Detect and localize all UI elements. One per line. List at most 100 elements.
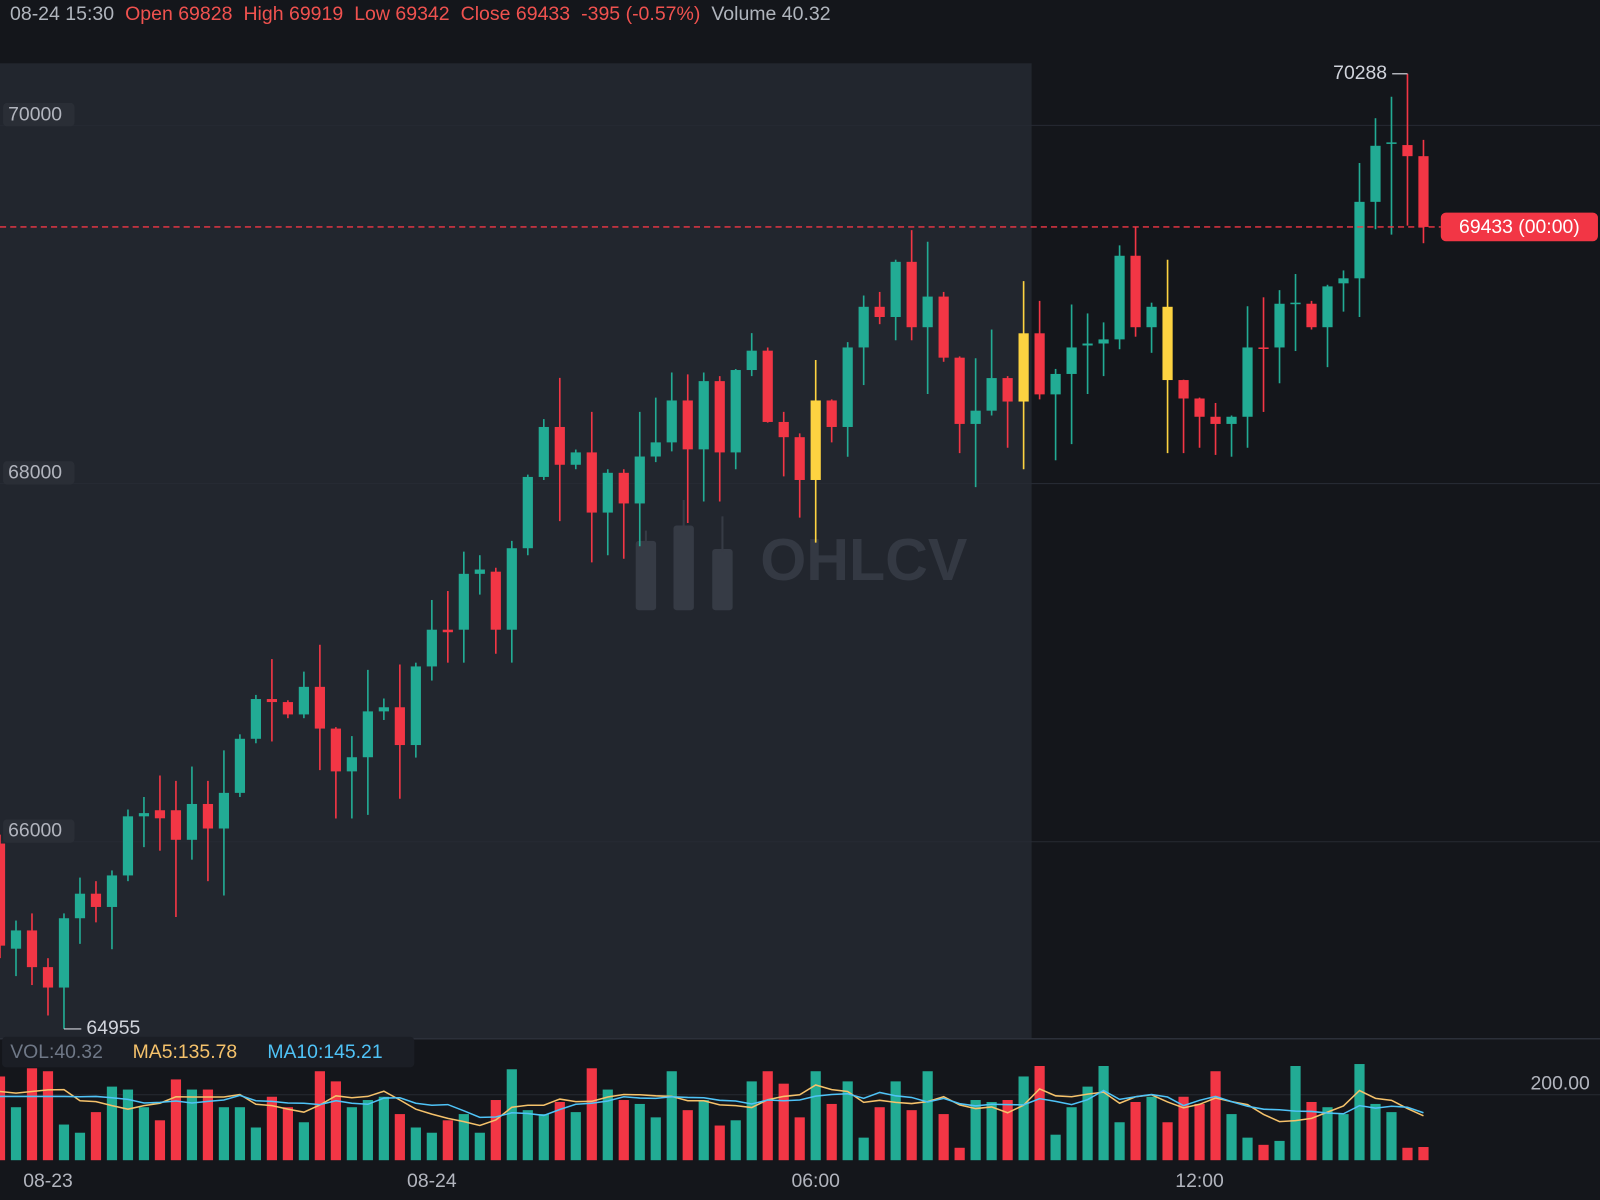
candle-body bbox=[682, 400, 693, 450]
x-tick-label: 08-23 bbox=[23, 1170, 73, 1192]
candle-body bbox=[1226, 416, 1237, 424]
candle-body bbox=[474, 569, 485, 574]
candle-body bbox=[778, 421, 789, 438]
volume-bar bbox=[378, 1096, 389, 1161]
volume-bar bbox=[0, 1076, 6, 1161]
volume-bar bbox=[170, 1079, 182, 1161]
candle-body bbox=[986, 378, 997, 411]
volume-bar bbox=[554, 1101, 565, 1161]
candle-body bbox=[106, 875, 118, 907]
volume-bar bbox=[1306, 1101, 1317, 1161]
candle-body bbox=[1034, 333, 1045, 395]
candle-body bbox=[282, 702, 293, 715]
volume-bar bbox=[266, 1096, 278, 1161]
volume-bar bbox=[714, 1125, 725, 1161]
x-tick-label: 12:00 bbox=[1175, 1170, 1224, 1192]
candle-body bbox=[0, 843, 6, 946]
volume-bar bbox=[1418, 1147, 1429, 1161]
volume-bar bbox=[58, 1124, 70, 1161]
volume-bar bbox=[202, 1089, 214, 1161]
candle-body bbox=[1114, 255, 1125, 340]
volume-bar bbox=[1402, 1147, 1413, 1161]
volume-bar bbox=[1274, 1140, 1285, 1161]
volume-bar bbox=[250, 1127, 262, 1161]
volume-bar bbox=[1242, 1137, 1253, 1161]
volume-bar bbox=[826, 1103, 837, 1161]
x-tick-label: 08-24 bbox=[407, 1170, 457, 1192]
candle-body bbox=[90, 893, 102, 907]
ma-line bbox=[0, 1089, 1424, 1119]
y-tick-label-bg bbox=[3, 102, 75, 127]
candle-body bbox=[890, 261, 901, 318]
candle-body bbox=[186, 803, 198, 840]
volume-bar bbox=[922, 1071, 933, 1161]
volume-bar bbox=[858, 1137, 869, 1161]
candle-body bbox=[234, 738, 246, 793]
candle-body bbox=[1194, 398, 1205, 417]
candle-body bbox=[1130, 255, 1141, 328]
candle-body bbox=[1178, 380, 1189, 399]
candle-body bbox=[602, 472, 613, 513]
header-time: 08-24 15:30 bbox=[10, 3, 115, 25]
candle-body bbox=[906, 261, 917, 328]
volume-bar bbox=[970, 1100, 981, 1161]
y-tick-label-bg bbox=[3, 461, 75, 485]
volume-bar bbox=[90, 1112, 102, 1161]
ohlc-header: 08-24 15:30 Open 69828 High 69919 Low 69342… bbox=[10, 2, 842, 26]
candle-body bbox=[1146, 306, 1157, 328]
candle-body bbox=[826, 400, 837, 427]
candle-body bbox=[1274, 303, 1285, 348]
x-tick-label: 06:00 bbox=[791, 1170, 840, 1192]
candle-body bbox=[378, 707, 389, 712]
header-item: High 69919 bbox=[243, 3, 344, 25]
candle-body bbox=[538, 426, 549, 477]
candle-body bbox=[1050, 373, 1061, 395]
candle-body bbox=[570, 452, 581, 465]
ma-line bbox=[0, 1084, 1424, 1127]
candle-body bbox=[250, 699, 262, 739]
volume-bar bbox=[650, 1117, 661, 1161]
candle-body bbox=[1386, 142, 1397, 144]
candle-body bbox=[1018, 333, 1029, 402]
volume-bar bbox=[522, 1110, 533, 1161]
volume-bar bbox=[1386, 1112, 1397, 1161]
volume-bar bbox=[10, 1107, 22, 1161]
volume-bar bbox=[314, 1071, 325, 1161]
volume-bar bbox=[778, 1083, 789, 1161]
volume-bar bbox=[474, 1132, 485, 1161]
candle-body bbox=[1370, 145, 1381, 202]
candle-body bbox=[794, 437, 805, 480]
volume-bar bbox=[762, 1071, 773, 1161]
watermark-icon bbox=[635, 540, 657, 611]
candle-body bbox=[650, 442, 661, 457]
candle-body bbox=[666, 400, 677, 443]
volume-bar bbox=[794, 1117, 805, 1161]
candle-body bbox=[922, 296, 933, 328]
volume-bar bbox=[1194, 1103, 1205, 1161]
volume-bar bbox=[1050, 1134, 1061, 1161]
volume-bar bbox=[394, 1114, 405, 1161]
header-item: Open 69828 bbox=[125, 3, 233, 25]
candle-body bbox=[362, 711, 373, 758]
volume-pane bbox=[0, 1064, 1429, 1161]
volume-bar bbox=[1034, 1066, 1045, 1161]
volume-bar bbox=[1098, 1066, 1109, 1161]
volume-bar bbox=[666, 1071, 677, 1161]
volume-bar bbox=[986, 1101, 997, 1161]
candle-body bbox=[490, 571, 501, 630]
candle-body bbox=[202, 803, 214, 829]
volume-bar bbox=[906, 1110, 917, 1161]
volume-legend-box bbox=[2, 1036, 415, 1068]
candles bbox=[0, 73, 1429, 1029]
candle-body bbox=[1002, 378, 1013, 402]
volume-bar bbox=[282, 1107, 293, 1161]
candle-body bbox=[730, 370, 741, 453]
volume-bar bbox=[730, 1120, 741, 1161]
low-label: 64955 bbox=[86, 1017, 140, 1039]
candle-body bbox=[522, 476, 533, 549]
volume-bar bbox=[538, 1114, 549, 1161]
volume-bar bbox=[602, 1089, 613, 1161]
candle-body bbox=[1354, 201, 1365, 279]
volume-bar bbox=[1178, 1096, 1189, 1161]
